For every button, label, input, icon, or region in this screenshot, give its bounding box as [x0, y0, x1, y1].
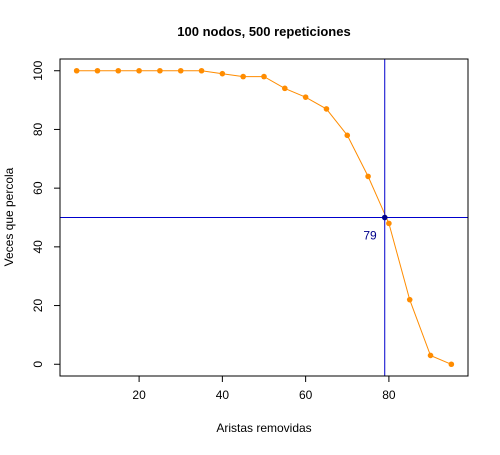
- y-tick-label: 80: [31, 122, 45, 136]
- data-point: [282, 85, 288, 92]
- data-point: [302, 94, 309, 100]
- chart-title: 100 nodos, 500 repeticiones: [177, 24, 350, 39]
- y-tick-label: 40: [31, 240, 45, 254]
- data-point: [427, 352, 434, 359]
- data-point: [386, 220, 392, 227]
- x-tick-label: 60: [299, 388, 313, 402]
- intersection-label: 79: [363, 229, 377, 243]
- data-point: [115, 67, 122, 74]
- data-point: [448, 361, 455, 368]
- data-point: [94, 67, 101, 74]
- intersection-point: [381, 214, 388, 221]
- data-point: [323, 106, 330, 112]
- data-point: [136, 67, 142, 74]
- data-point: [219, 70, 226, 77]
- x-tick-label: 40: [216, 388, 230, 402]
- data-point: [406, 296, 413, 303]
- data-point: [157, 67, 163, 74]
- y-axis-label: Veces que percola: [2, 167, 16, 266]
- data-point: [261, 73, 267, 80]
- x-tick-label: 80: [382, 388, 396, 402]
- data-point: [73, 67, 80, 74]
- data-point: [240, 73, 246, 80]
- x-tick-label: 20: [132, 388, 146, 402]
- plot-area: 79 20 40 60 80 0 20 40 60 80 100: [31, 58, 469, 402]
- data-point: [365, 173, 371, 180]
- y-tick-label: 100: [31, 60, 45, 80]
- y-tick-label: 60: [31, 181, 45, 195]
- data-point: [344, 132, 351, 139]
- x-axis-label: Aristas removidas: [216, 421, 311, 435]
- data-point: [198, 67, 205, 74]
- y-tick-label: 20: [31, 299, 45, 313]
- data-point: [177, 67, 184, 74]
- y-tick-label: 0: [31, 361, 45, 368]
